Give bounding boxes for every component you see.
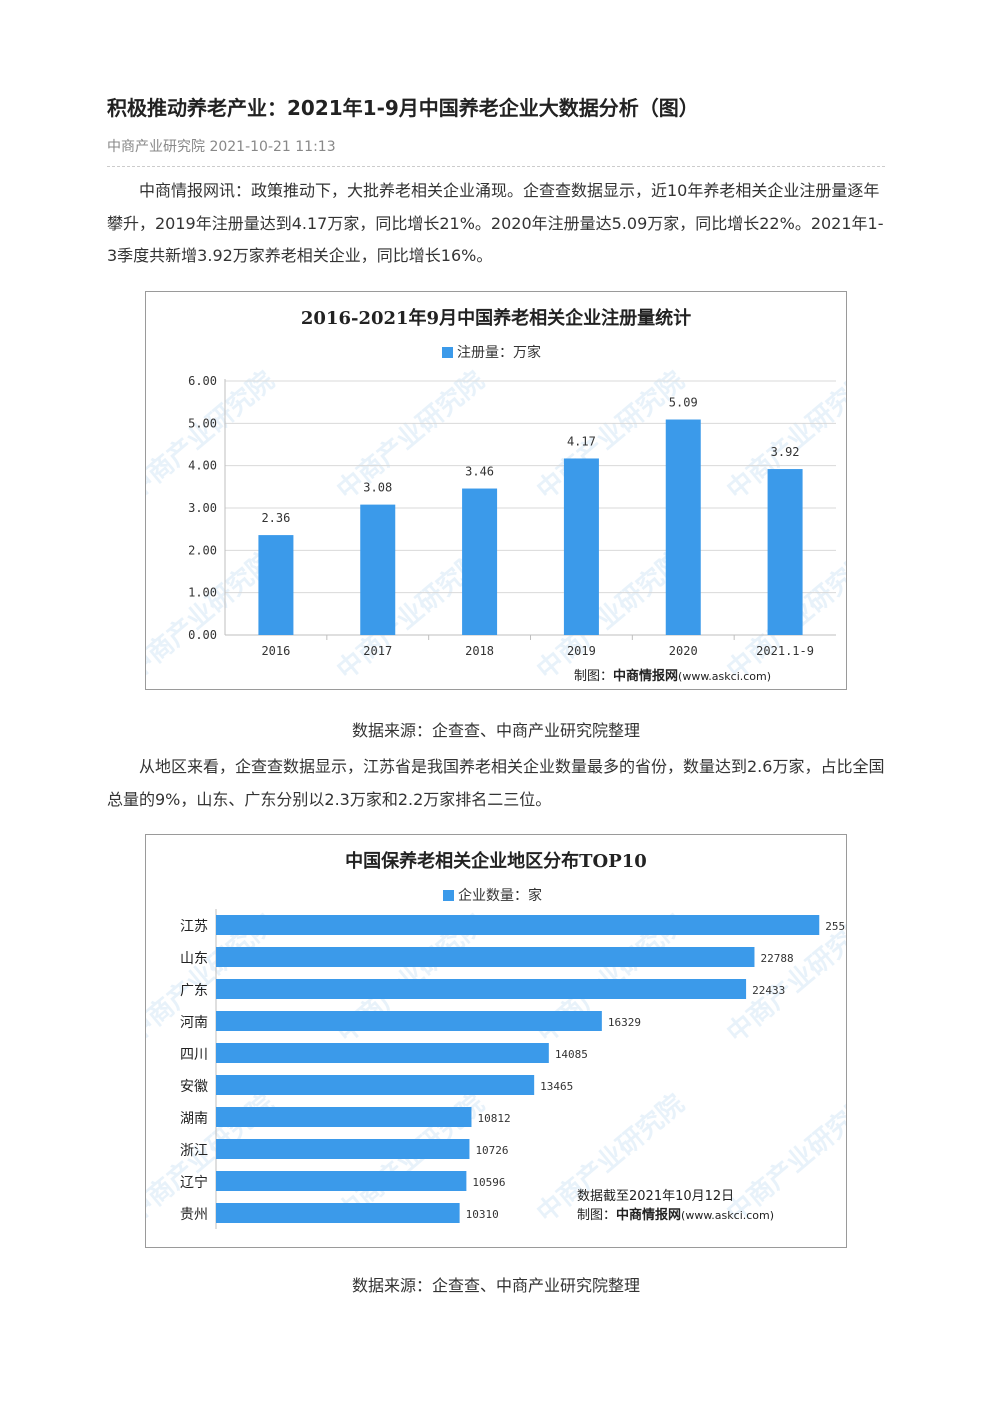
category-label: 浙江: [180, 1143, 208, 1159]
data-label: 25530: [825, 920, 846, 933]
chart-credit: 制图：中商情报网(www.askci.com): [574, 668, 771, 684]
chart-credit-url: (www.askci.com): [678, 670, 771, 683]
data-label: 5.09: [669, 396, 698, 410]
article-meta: 中商产业研究院 2021-10-21 11:13: [107, 136, 336, 156]
data-label: 14085: [555, 1048, 588, 1061]
chart-credit-name: 中商情报网: [613, 668, 678, 684]
bar: [216, 1203, 460, 1223]
article-title: 积极推动养老产业：2021年1-9月中国养老企业大数据分析（图）: [107, 96, 699, 120]
category-label: 贵州: [180, 1207, 208, 1223]
chart-credit-name: 中商情报网: [616, 1207, 681, 1223]
watermark: 中商产业研究院: [331, 365, 490, 506]
x-tick-label: 2020: [669, 644, 698, 658]
x-tick-label: 2019: [567, 644, 596, 658]
y-tick-label: 3.00: [188, 501, 217, 515]
category-label: 四川: [180, 1047, 208, 1063]
x-tick-label: 2017: [363, 644, 392, 658]
category-label: 安徽: [180, 1079, 208, 1095]
data-label: 10726: [475, 1144, 508, 1157]
x-tick-label: 2021.1-9: [756, 644, 814, 658]
registration-chart: 中商产业研究院 中商产业研究院 中商产业研究院 中商产业研究院 中商产业研究院 中商产业研…: [145, 291, 847, 690]
data-label: 22788: [760, 952, 793, 965]
y-tick-label: 0.00: [188, 628, 217, 642]
y-tick-label: 6.00: [188, 374, 217, 388]
bar: [462, 488, 498, 635]
chart2-caption: 数据来源：企查查、中商产业研究院整理: [351, 1276, 640, 1295]
x-tick-label: 2018: [465, 644, 494, 658]
data-label: 13465: [540, 1080, 573, 1093]
data-label: 2.36: [261, 511, 290, 525]
category-label: 江苏: [180, 919, 208, 935]
chart-title: 中国保养老相关企业地区分布TOP10: [345, 850, 647, 872]
y-tick-label: 2.00: [188, 543, 217, 557]
legend-swatch: [443, 890, 454, 901]
bar: [216, 1171, 467, 1191]
data-label: 16329: [608, 1016, 641, 1029]
bar: [216, 1139, 470, 1159]
chart-credit-prefix: 制图：: [574, 669, 613, 684]
data-label: 3.46: [465, 465, 494, 479]
bar: [563, 458, 599, 635]
meta-divider: [107, 166, 885, 167]
data-label: 10596: [472, 1176, 505, 1189]
bar: [665, 419, 701, 635]
bar: [216, 1011, 602, 1031]
category-label: 河南: [180, 1015, 208, 1031]
bar: [258, 535, 294, 635]
data-label: 3.92: [771, 445, 800, 459]
bar: [216, 1107, 472, 1127]
category-label: 辽宁: [180, 1174, 208, 1191]
legend-label: 注册量：万家: [457, 344, 541, 361]
paragraph-region: 从地区来看，企查查数据显示，江苏省是我国养老相关企业数量最多的省份，数量达到2.…: [107, 757, 885, 809]
y-tick-label: 5.00: [188, 416, 217, 430]
data-label: 3.08: [363, 481, 392, 495]
chart-credit-url: (www.askci.com): [681, 1209, 774, 1222]
category-label: 广东: [180, 983, 208, 999]
data-label: 10310: [466, 1208, 499, 1221]
bar: [216, 1075, 535, 1095]
chart-note: 数据截至2021年10月12日: [577, 1189, 734, 1204]
paragraph-intro: 中商情报网讯：政策推动下，大批养老相关企业涌现。企查查数据显示，近10年养老相关…: [107, 181, 884, 265]
legend-swatch: [442, 347, 453, 358]
chart-credit: 制图：中商情报网(www.askci.com): [577, 1207, 774, 1223]
bar: [216, 1043, 549, 1063]
y-tick-label: 1.00: [188, 586, 217, 600]
bar: [360, 504, 396, 635]
watermark: 中商产业研究院: [721, 1088, 846, 1229]
region-chart: 中商产业研究院 中商产业研究院 中商产业研究院 中商产业研究院 中商产业研究院 中商产业研…: [145, 834, 847, 1248]
bar: [767, 469, 803, 635]
legend-label: 企业数量：家: [458, 887, 542, 904]
category-label: 山东: [180, 951, 208, 967]
article-source[interactable]: 中商产业研究院: [107, 139, 205, 155]
data-label: 22433: [752, 984, 785, 997]
chart-credit-prefix: 制图：: [577, 1208, 616, 1223]
chart1-caption: 数据来源：企查查、中商产业研究院整理: [351, 721, 640, 740]
y-tick-label: 4.00: [188, 459, 217, 473]
bar: [216, 915, 820, 935]
data-label: 4.17: [567, 434, 596, 448]
bar: [216, 947, 755, 967]
category-label: 湖南: [180, 1111, 208, 1127]
bar: [216, 979, 747, 999]
chart-title: 2016-2021年9月中国养老相关企业注册量统计: [301, 307, 691, 329]
data-label: 10812: [477, 1112, 510, 1125]
x-tick-label: 2016: [261, 644, 290, 658]
article-datetime: 2021-10-21 11:13: [209, 139, 336, 155]
